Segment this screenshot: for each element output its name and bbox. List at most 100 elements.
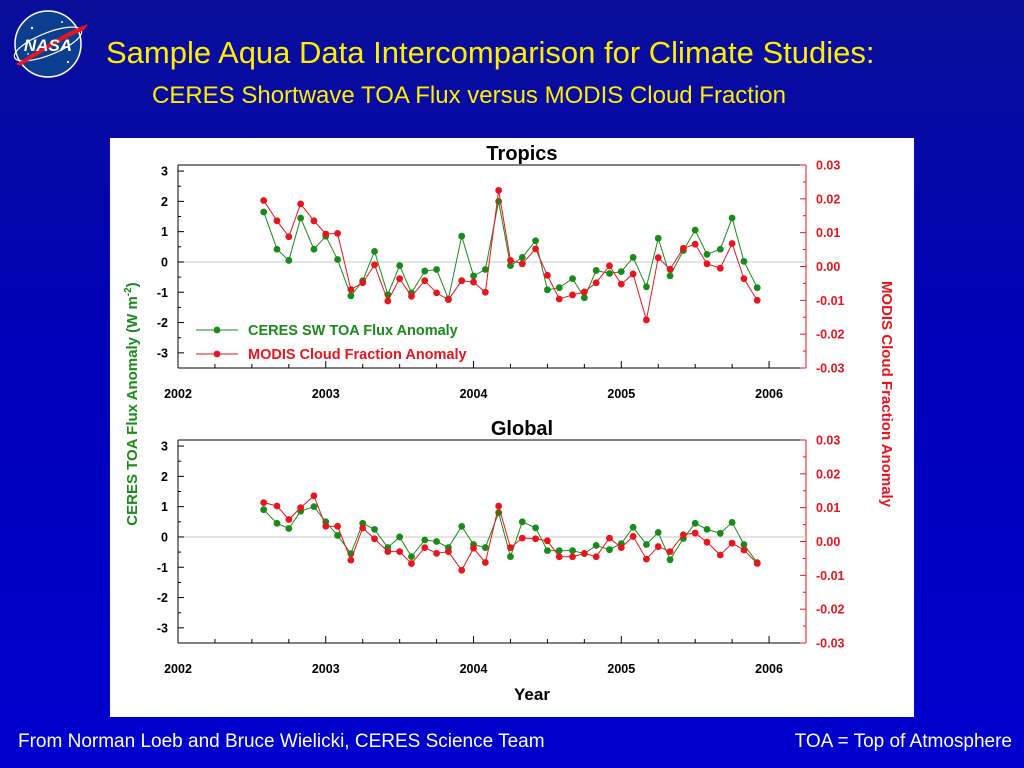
- data-point-right: [285, 516, 293, 523]
- x-tick-label: 2005: [607, 387, 635, 401]
- data-point-right: [569, 553, 576, 561]
- data-point-left: [580, 294, 588, 302]
- data-point-left: [654, 529, 662, 536]
- data-point-left: [408, 553, 415, 561]
- data-point-left: [666, 556, 674, 564]
- data-point-right: [322, 230, 330, 238]
- data-point-right: [445, 548, 452, 556]
- data-point-left: [666, 272, 674, 280]
- data-point-right: [322, 522, 330, 530]
- data-point-right: [555, 295, 563, 303]
- y-tick-label-left: 2: [161, 195, 168, 209]
- data-point-right: [666, 548, 674, 556]
- data-point-left: [716, 245, 724, 253]
- data-point-left: [458, 232, 466, 240]
- data-point-right: [285, 233, 293, 241]
- data-point-right: [347, 286, 355, 293]
- data-point-left: [260, 208, 268, 216]
- data-point-right: [458, 566, 466, 574]
- data-point-right: [691, 240, 699, 248]
- data-point-right: [532, 245, 539, 253]
- data-point-right: [396, 548, 404, 556]
- y-tick-label-right: 0.02: [816, 192, 840, 206]
- x-tick-label: 2004: [460, 387, 488, 401]
- data-point-left: [310, 503, 318, 511]
- legend-marker: [213, 326, 221, 334]
- data-point-left: [433, 266, 440, 273]
- data-point-right: [334, 229, 341, 237]
- data-point-right: [396, 275, 404, 283]
- data-point-left: [606, 546, 613, 554]
- data-point-left: [334, 532, 341, 539]
- data-point-left: [592, 267, 600, 274]
- x-tick-label: 2006: [755, 387, 783, 401]
- chart-panel: Tropics 3 2 1 0 -1 -2 -3 0.03 0.02 0.01 0.00 -0.01 -0…: [110, 138, 914, 717]
- data-point-right: [470, 544, 477, 552]
- data-point-left: [396, 262, 404, 269]
- data-point-right: [408, 292, 415, 300]
- data-point-left: [481, 544, 489, 551]
- data-point-right: [421, 544, 429, 551]
- data-point-left: [606, 270, 613, 277]
- data-point-right: [310, 492, 318, 500]
- data-point-left: [643, 541, 650, 548]
- data-point-left: [273, 519, 281, 527]
- data-point-right: [703, 538, 711, 546]
- data-point-right: [606, 262, 613, 270]
- data-point-right: [666, 265, 674, 273]
- x-axis-label: Year: [514, 685, 550, 704]
- data-point-left: [285, 525, 293, 532]
- data-point-right: [544, 537, 551, 545]
- data-point-left: [458, 522, 466, 530]
- data-point-right: [592, 553, 600, 561]
- data-point-right: [544, 271, 551, 279]
- y-tick-label-left: 3: [161, 165, 168, 179]
- data-point-left: [740, 541, 748, 548]
- y-tick-label-right: 0.01: [816, 501, 840, 515]
- data-point-left: [297, 214, 305, 222]
- data-point-left: [433, 538, 440, 545]
- data-point-left: [396, 533, 404, 541]
- data-point-right: [629, 533, 637, 540]
- x-tick-label: 2003: [312, 662, 340, 676]
- data-point-left: [421, 267, 429, 275]
- y-tick-label-left: -1: [157, 286, 168, 300]
- data-point-right: [679, 531, 687, 539]
- data-point-left: [716, 529, 724, 537]
- data-point-right: [310, 217, 318, 225]
- data-point-right: [481, 559, 489, 566]
- y-tick-label-right: -0.03: [816, 637, 845, 651]
- data-point-right: [703, 260, 711, 268]
- data-point-left: [518, 254, 526, 261]
- data-point-right: [359, 279, 367, 287]
- legend-entry: MODIS Cloud Fraction Anomaly: [248, 347, 467, 363]
- y-tick-label-right: -0.01: [816, 569, 845, 583]
- data-point-left: [555, 284, 563, 292]
- data-point-right: [728, 240, 736, 247]
- data-point-right: [643, 316, 650, 324]
- legend-entry: CERES SW TOA Flux Anomaly: [248, 323, 458, 339]
- y-tick-label-left: -3: [157, 621, 168, 635]
- nasa-logo-text: NASA: [24, 36, 72, 55]
- data-point-right: [629, 270, 637, 278]
- data-point-left: [691, 519, 699, 527]
- data-point-left: [703, 525, 711, 533]
- data-point-left: [643, 283, 650, 291]
- data-point-right: [433, 289, 440, 297]
- data-point-right: [297, 504, 305, 512]
- data-point-right: [716, 551, 724, 559]
- y-axis-label-right: MODIS Cloud Fraction Anomaly: [878, 281, 895, 508]
- data-point-right: [260, 197, 268, 204]
- footer-credit: From Norman Loeb and Bruce Wielicki, CER…: [18, 731, 545, 752]
- data-point-right: [740, 546, 748, 554]
- x-tick-label: 2005: [607, 662, 635, 676]
- data-point-left: [629, 523, 637, 531]
- y-tick-label-left: -3: [157, 346, 168, 360]
- data-point-right: [569, 291, 576, 299]
- data-point-right: [371, 535, 378, 543]
- data-point-right: [728, 539, 736, 547]
- x-tick-label: 2002: [164, 662, 192, 676]
- y-tick-label-right: 0.00: [816, 535, 840, 549]
- data-point-left: [544, 547, 551, 554]
- data-point-left: [703, 250, 711, 258]
